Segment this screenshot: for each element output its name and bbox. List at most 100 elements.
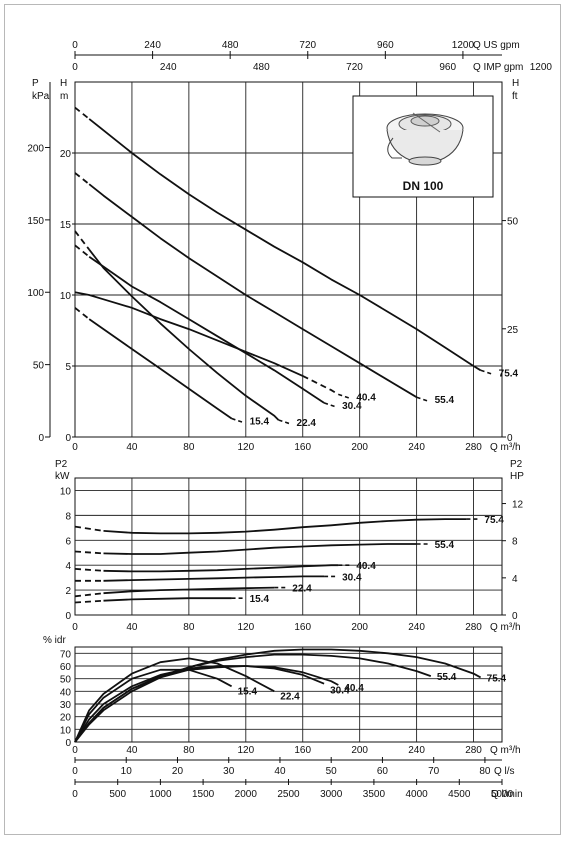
curve-dashed-75.4	[74, 525, 104, 532]
q-us-tick-label: 480	[222, 40, 239, 51]
q-tick-label: 200	[351, 622, 368, 633]
eff-tick-label: 20	[60, 713, 72, 724]
q-ls-tick-label: 30	[223, 766, 235, 777]
curve-tail-15.4	[231, 417, 244, 424]
eff-tick-label: 50	[60, 675, 72, 686]
q-us-tick-label: 720	[299, 40, 316, 51]
eff-tick-label: 0	[65, 738, 71, 749]
q-us-tick-label: 1200	[452, 40, 475, 51]
curve-15.4	[88, 318, 233, 420]
q-lmin-tick-label: 4000	[405, 789, 428, 800]
q-imp-tick-label: 1200	[530, 62, 553, 73]
eff-tick-label: 60	[60, 662, 72, 673]
q-ls-tick-label: 50	[326, 766, 338, 777]
p-tick-label: 200	[27, 143, 44, 154]
q-ls-tick-label: 40	[274, 766, 286, 777]
q-imp-tick-label: 480	[253, 62, 270, 73]
p2hp-axis-label: P2	[510, 459, 523, 470]
p-tick-label: 0	[38, 433, 44, 444]
curve-15.4	[103, 597, 232, 602]
curve-40.4	[103, 564, 339, 573]
curve-75.4	[74, 648, 482, 743]
q-imp-tick-label: 960	[439, 62, 456, 73]
q-axis-label-head: Q m³/h	[490, 442, 521, 453]
hft-tick-label: 25	[507, 325, 519, 336]
q-lmin-tick-label: 1500	[192, 789, 215, 800]
q-imp-tick-label: 720	[346, 62, 363, 73]
curve-40.4	[74, 291, 304, 377]
curve-label-55.4: 55.4	[435, 395, 455, 406]
curve-label-30.4: 30.4	[342, 401, 362, 412]
q-tick-label: 200	[351, 745, 368, 756]
p2kw-axis-unit: kW	[55, 471, 70, 482]
curve-tail-55.4	[416, 396, 429, 402]
h-tick-label: 20	[60, 149, 72, 160]
inset-title: DN 100	[403, 179, 444, 193]
q-lmin-tick-label: 2500	[277, 789, 300, 800]
curve-dashed-22.4	[74, 592, 104, 598]
h-axis-label: H	[60, 78, 67, 89]
h-axis-unit: m	[60, 91, 68, 102]
q-us-tick-label: 240	[144, 40, 161, 51]
q-tick-label: 40	[126, 622, 138, 633]
curve-label-15.4: 15.4	[250, 417, 270, 428]
q-lmin-tick-label: 500	[109, 789, 126, 800]
hft-tick-label: 50	[507, 217, 519, 228]
p2kw-tick-label: 4	[65, 561, 71, 572]
q-lmin-tick-label: 1000	[149, 789, 172, 800]
p-axis-label: P	[32, 78, 39, 89]
q-tick-label: 160	[294, 745, 311, 756]
q-lmin-tick-label: 3000	[320, 789, 343, 800]
curve-22.4	[103, 586, 275, 595]
q-tick-label: 120	[237, 622, 254, 633]
h-tick-label: 0	[65, 433, 71, 444]
curve-label-30.4: 30.4	[330, 686, 350, 697]
q-ls-tick-label: 70	[428, 766, 440, 777]
curve-label-75.4: 75.4	[487, 673, 507, 684]
curve-dashed-15.4	[74, 307, 90, 320]
q-lmin-axis-label: Q l/min	[491, 789, 523, 800]
eff-tick-label: 30	[60, 700, 72, 711]
eff-axis-label: % idr	[43, 635, 66, 646]
q-tick-label: 200	[351, 442, 368, 453]
q-tick-label: 0	[72, 442, 78, 453]
q-tick-label: 240	[408, 622, 425, 633]
q-tick-label: 120	[237, 442, 254, 453]
q-tick-label: 80	[183, 442, 195, 453]
q-tick-label: 160	[294, 622, 311, 633]
p-tick-label: 50	[33, 361, 45, 372]
panel-frame	[74, 81, 503, 438]
curve-tail-75.4	[480, 369, 493, 376]
curve-tail-22.4	[278, 419, 291, 425]
curve-label-30.4: 30.4	[342, 572, 362, 583]
q-tick-label: 280	[465, 622, 482, 633]
curve-30.4	[103, 575, 325, 582]
p2kw-tick-label: 8	[65, 511, 71, 522]
q-tick-label: 40	[126, 745, 138, 756]
curve-label-75.4: 75.4	[499, 368, 519, 379]
eff-tick-label: 10	[60, 725, 72, 736]
curve-22.4	[74, 657, 275, 743]
q-tick-label: 80	[183, 622, 195, 633]
q-lmin-tick-label: 4500	[448, 789, 471, 800]
curve-label-55.4: 55.4	[437, 672, 457, 683]
curve-tail-30.4	[323, 402, 337, 408]
q-tick-label: 280	[465, 745, 482, 756]
curve-dashed-40.4	[74, 568, 104, 572]
p-tick-label: 100	[27, 288, 44, 299]
curve-dashed-55.4	[74, 550, 104, 555]
p2kw-tick-label: 10	[60, 486, 72, 497]
p2kw-tick-label: 0	[65, 611, 71, 622]
eff-tick-label: 40	[60, 687, 72, 698]
curve-label-40.4: 40.4	[356, 561, 376, 572]
hft-axis-label: H	[512, 78, 519, 89]
curve-label-55.4: 55.4	[435, 540, 455, 551]
p2hp-axis-unit: HP	[510, 471, 524, 482]
curve-label-75.4: 75.4	[484, 515, 504, 526]
curve-30.4	[88, 255, 325, 404]
q-ls-axis-label: Q l/s	[494, 766, 515, 777]
q-us-axis-label: Q US gpm	[473, 40, 520, 51]
curve-tail-40.4	[338, 393, 351, 400]
q-ls-tick-label: 20	[172, 766, 184, 777]
pump-body-icon	[386, 112, 464, 166]
